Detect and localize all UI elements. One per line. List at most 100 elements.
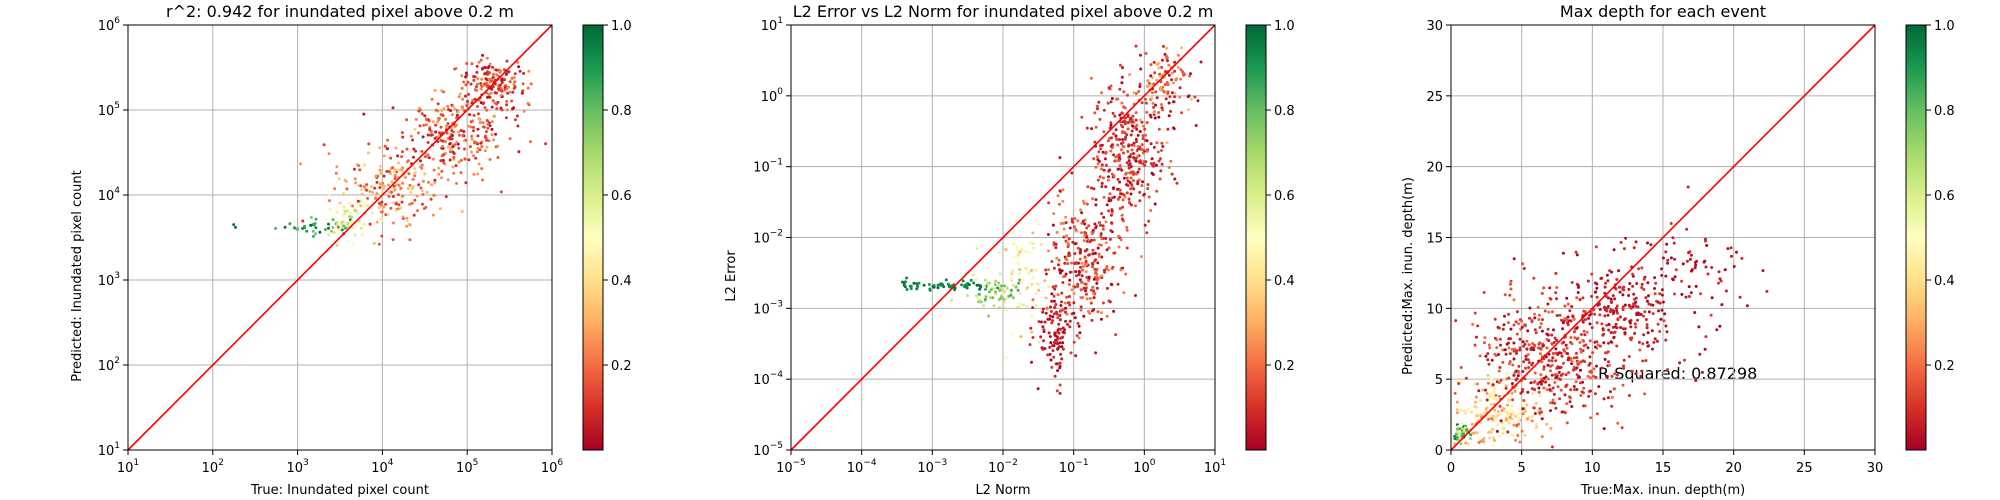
scatter-point bbox=[488, 158, 492, 161]
scatter-point bbox=[1575, 373, 1579, 377]
scatter-point bbox=[1568, 400, 1572, 404]
y-tick-label: 103 bbox=[98, 271, 120, 289]
scatter-point bbox=[1503, 410, 1507, 414]
scatter-point bbox=[513, 72, 517, 76]
scatter-point bbox=[1476, 431, 1480, 435]
scatter-point bbox=[1134, 92, 1138, 95]
scatter-point bbox=[1537, 313, 1541, 317]
scatter-point bbox=[1056, 293, 1060, 297]
scatter-point bbox=[495, 107, 499, 110]
scatter-point bbox=[433, 89, 437, 92]
scatter-point bbox=[411, 138, 415, 142]
scatter-point bbox=[1140, 255, 1143, 259]
scatter-point bbox=[1491, 436, 1495, 440]
scatter-point bbox=[1515, 351, 1518, 355]
scatter-point bbox=[394, 146, 398, 150]
scatter-point bbox=[457, 160, 461, 164]
scatter-point bbox=[1050, 365, 1054, 369]
scatter-point bbox=[1130, 129, 1134, 133]
x-tick-label: 104 bbox=[371, 458, 394, 476]
scatter-point bbox=[1085, 297, 1089, 301]
scatter-point bbox=[1457, 424, 1461, 428]
scatter-point bbox=[1588, 361, 1592, 365]
scatter-point bbox=[1120, 81, 1124, 85]
scatter-point bbox=[1172, 126, 1175, 130]
scatter-point bbox=[505, 103, 509, 107]
scatter-point bbox=[1143, 127, 1147, 131]
scatter-point bbox=[1661, 256, 1665, 260]
scatter-point bbox=[1501, 407, 1505, 411]
scatter-point bbox=[1697, 325, 1701, 329]
scatter-point bbox=[1056, 328, 1060, 332]
scatter-point bbox=[1579, 333, 1583, 336]
scatter-point bbox=[1673, 257, 1677, 261]
scatter-point bbox=[327, 226, 330, 230]
scatter-point bbox=[445, 131, 449, 135]
scatter-point bbox=[521, 89, 525, 93]
scatter-point bbox=[1594, 392, 1597, 396]
scatter-point bbox=[1501, 360, 1505, 364]
scatter-point bbox=[1467, 397, 1471, 401]
scatter-point bbox=[1043, 279, 1047, 283]
scatter-point bbox=[1142, 193, 1146, 197]
scatter-point bbox=[1478, 354, 1482, 358]
scatter-point bbox=[450, 134, 454, 137]
scatter-point bbox=[382, 205, 386, 209]
scatter-point bbox=[1136, 182, 1140, 186]
scatter-point bbox=[1142, 124, 1146, 128]
scatter-point bbox=[1552, 328, 1555, 332]
scatter-point bbox=[1572, 317, 1576, 321]
axes-frame bbox=[790, 24, 1216, 451]
scatter-point bbox=[1100, 143, 1104, 147]
scatter-point bbox=[1093, 140, 1097, 144]
scatter-point bbox=[1639, 312, 1643, 316]
scatter-point bbox=[513, 85, 517, 89]
scatter-point bbox=[1507, 362, 1511, 366]
scatter-point bbox=[1489, 393, 1493, 397]
scatter-point bbox=[1577, 284, 1580, 288]
scatter-point bbox=[1154, 103, 1158, 107]
scatter-point bbox=[1056, 316, 1060, 320]
scatter-point bbox=[1545, 388, 1549, 392]
scatter-point bbox=[1101, 224, 1105, 228]
scatter-point bbox=[1031, 276, 1035, 280]
scatter-point bbox=[1512, 423, 1516, 427]
scatter-point bbox=[1120, 101, 1124, 105]
scatter-point bbox=[1615, 373, 1619, 377]
scatter-point bbox=[1704, 237, 1707, 241]
scatter-point bbox=[409, 134, 413, 138]
scatter-point bbox=[1501, 348, 1505, 352]
scatter-point bbox=[1131, 124, 1135, 128]
scatter-point bbox=[314, 217, 318, 221]
scatter-point bbox=[493, 101, 497, 105]
scatter-point bbox=[360, 192, 364, 196]
scatter-point bbox=[293, 226, 297, 230]
scatter-point bbox=[453, 67, 457, 71]
scatter-point bbox=[1600, 276, 1604, 280]
scatter-point bbox=[491, 75, 495, 79]
scatter-point bbox=[1130, 185, 1134, 189]
x-tick-label: 10−2 bbox=[988, 458, 1018, 476]
scatter-point bbox=[1508, 293, 1512, 297]
scatter-point bbox=[1134, 44, 1138, 48]
scatter-point bbox=[472, 129, 475, 133]
scatter-point bbox=[378, 146, 382, 150]
scatter-point bbox=[1122, 193, 1126, 197]
scatter-point bbox=[378, 164, 382, 168]
scatter-point bbox=[1640, 286, 1644, 289]
scatter-point bbox=[1505, 372, 1509, 376]
scatter-point bbox=[396, 168, 400, 172]
scatter-point bbox=[1456, 391, 1460, 395]
y-tick-label: 101 bbox=[761, 16, 783, 34]
scatter-point bbox=[1598, 344, 1602, 348]
scatter-point bbox=[1051, 319, 1055, 323]
scatter-point bbox=[1470, 422, 1474, 426]
scatter-point bbox=[1564, 343, 1568, 347]
scatter-point bbox=[1105, 286, 1109, 290]
scatter-point bbox=[1049, 341, 1053, 345]
scatter-point bbox=[1051, 349, 1055, 353]
scatter-point bbox=[360, 233, 364, 237]
scatter-point bbox=[1566, 323, 1570, 327]
scatter-point bbox=[1159, 157, 1162, 161]
scatter-point bbox=[1165, 141, 1169, 145]
